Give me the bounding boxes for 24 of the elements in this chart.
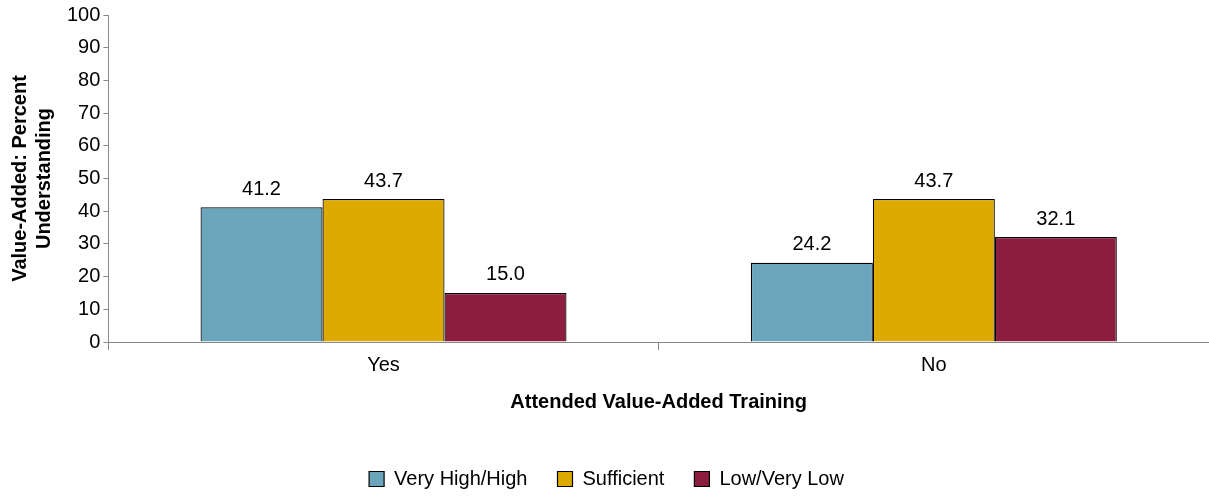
y-tick-label: 50	[78, 166, 101, 189]
legend-label: Low/Very Low	[719, 466, 845, 489]
data-label: 41.2	[242, 176, 282, 199]
legend-label: Very High/High	[394, 466, 528, 489]
y-tick-label: 70	[78, 100, 101, 123]
y-tick-label: 100	[66, 2, 101, 25]
data-label: 24.2	[792, 232, 832, 255]
y-tick-label: 0	[89, 329, 101, 352]
y-tick-label: 60	[78, 133, 101, 156]
y-tick-label: 90	[78, 35, 101, 58]
y-tick-label: 30	[78, 231, 101, 254]
data-label: 43.7	[914, 168, 954, 191]
data-label: 32.1	[1036, 206, 1076, 229]
data-label: 43.7	[364, 168, 403, 191]
legend-label: Sufficient	[582, 466, 665, 489]
y-tick-label: 20	[78, 264, 101, 287]
x-axis-title: Attended Value-Added Training	[510, 389, 808, 412]
y-axis-title: Value-Added: Percent Understanding	[7, 74, 54, 282]
data-label: 15.0	[486, 262, 525, 285]
x-tick-label: No	[921, 352, 947, 375]
y-tick-label: 40	[78, 198, 101, 221]
x-tick-label: Yes	[367, 352, 400, 375]
y-tick-label: 80	[78, 67, 101, 90]
y-tick-label: 10	[78, 296, 101, 319]
